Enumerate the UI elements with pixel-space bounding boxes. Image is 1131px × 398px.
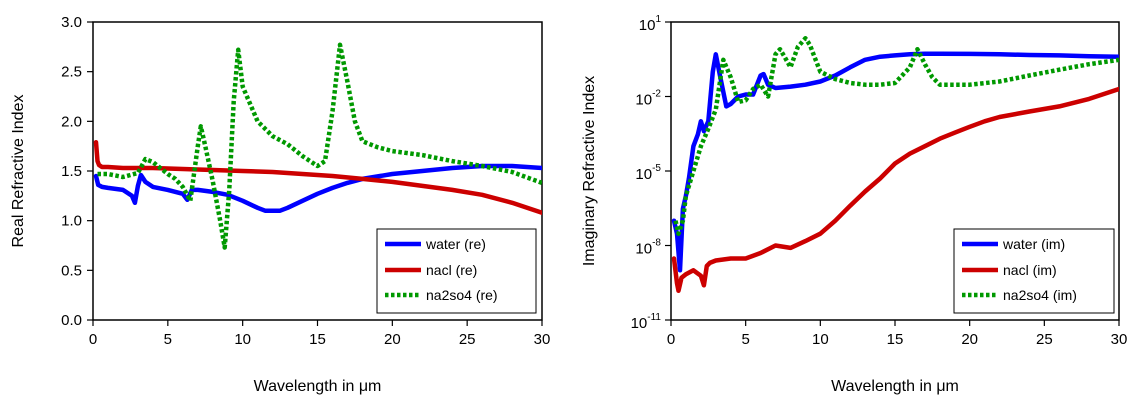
left-y-tick-label: 1.5 xyxy=(61,163,82,180)
right-series-line-water xyxy=(671,51,1119,273)
left-y-tick-label: 0.5 xyxy=(61,262,82,279)
left-x-tick-label: 10 xyxy=(234,331,251,348)
left-x-tick-labels: 0 5 10 15 20 25 30 xyxy=(89,331,551,348)
left-y-tick-label: 0.0 xyxy=(61,312,82,329)
left-legend-label-water: water (re) xyxy=(425,236,486,252)
left-x-tick-label: 5 xyxy=(164,331,172,348)
right-y-tick-labels: 10-11 10-8 10-5 10-2 101 xyxy=(631,14,662,332)
right-x-tick-label: 20 xyxy=(961,331,978,348)
left-y-tick-label: 3.0 xyxy=(61,14,82,31)
right-legend: water (im) nacl (im) na2so4 (im) xyxy=(953,228,1115,314)
right-y-tick-label: 10-2 xyxy=(635,89,661,109)
left-y-tick-label: 2.5 xyxy=(61,64,82,81)
chart-real-index: 0 5 10 15 20 25 30 0.0 0.5 1.0 1.5 2.0 2.5 3.0 Wavel… xyxy=(10,14,550,395)
left-x-tick-label: 30 xyxy=(534,331,551,348)
right-y-tick-label: 10-8 xyxy=(635,238,661,258)
right-legend-label-nacl: nacl (im) xyxy=(1003,262,1057,278)
right-x-tick-label: 5 xyxy=(741,331,749,348)
left-legend-label-nacl: nacl (re) xyxy=(426,262,477,278)
left-y-tick-labels: 0.0 0.5 1.0 1.5 2.0 2.5 3.0 xyxy=(61,14,82,329)
left-y-tick-label: 2.0 xyxy=(61,113,82,130)
left-legend-label-na2so4: na2so4 (re) xyxy=(426,287,498,303)
left-y-axis-label: Real Refractive Index xyxy=(10,95,27,248)
right-legend-label-water: water (im) xyxy=(1002,236,1065,252)
right-series-group xyxy=(671,36,1119,294)
left-plot-area xyxy=(87,21,543,326)
right-x-tick-label: 0 xyxy=(667,331,675,348)
right-x-axis-label: Wavelength in μm xyxy=(831,378,959,395)
right-series-line-na2so4 xyxy=(673,36,1119,236)
left-x-tick-label: 20 xyxy=(384,331,401,348)
right-x-tick-label: 30 xyxy=(1111,331,1128,348)
left-series-line-water xyxy=(93,163,542,213)
left-series-group xyxy=(93,42,542,250)
left-ticks xyxy=(87,21,543,326)
left-x-tick-label: 25 xyxy=(459,331,476,348)
left-x-axis-label: Wavelength in μm xyxy=(254,378,382,395)
right-series-line-nacl xyxy=(671,86,1119,294)
left-x-tick-label: 0 xyxy=(89,331,97,348)
right-y-tick-label: 10-11 xyxy=(631,312,662,332)
left-x-tick-label: 15 xyxy=(309,331,326,348)
left-series-line-na2so4 xyxy=(97,42,542,250)
left-series-line-nacl xyxy=(93,139,542,215)
right-legend-label-na2so4: na2so4 (im) xyxy=(1003,287,1077,303)
right-plot-area xyxy=(665,21,1120,326)
right-x-tick-label: 15 xyxy=(887,331,904,348)
right-x-tick-label: 25 xyxy=(1036,331,1053,348)
right-x-tick-labels: 0 5 10 15 20 25 30 xyxy=(667,331,1128,348)
right-y-tick-label: 101 xyxy=(639,14,662,34)
right-x-tick-label: 10 xyxy=(812,331,829,348)
chart-imaginary-index: 0 5 10 15 20 25 30 10-11 10-8 10-5 10-2 101 Wavele… xyxy=(581,14,1127,395)
left-y-tick-label: 1.0 xyxy=(61,213,82,230)
right-y-tick-label: 10-5 xyxy=(635,163,661,183)
right-ticks xyxy=(665,21,1120,326)
right-y-axis-label: Imaginary Refractive Index xyxy=(581,76,598,266)
left-legend: water (re) nacl (re) na2so4 (re) xyxy=(376,228,537,314)
